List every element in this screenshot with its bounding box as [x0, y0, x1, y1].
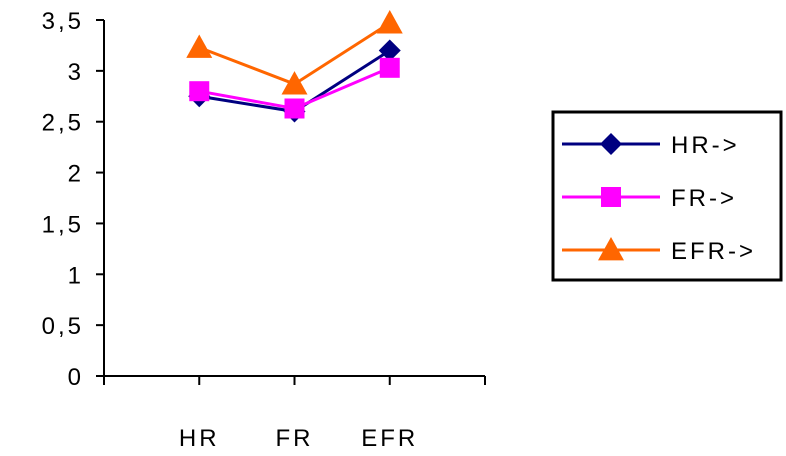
legend-label: FR-> [671, 185, 737, 212]
y-tick-label: 2,5 [42, 110, 84, 137]
y-axis-ticks: 0 0,5 1 1,5 2 2,5 3 3,5 [42, 8, 104, 391]
legend-label: HR-> [671, 132, 740, 159]
legend-label: EFR-> [671, 238, 756, 265]
data-point [379, 57, 400, 78]
legend: HR-> FR-> EFR-> [551, 110, 783, 282]
y-tick-label: 1 [68, 262, 84, 289]
legend-entry: HR-> [562, 132, 740, 159]
data-point [376, 10, 403, 34]
data-point [189, 81, 210, 102]
x-axis-ticks: HR FR EFR [103, 376, 486, 452]
legend-marker [601, 187, 621, 207]
y-tick-label: 3,5 [42, 8, 84, 35]
series-2 [186, 10, 403, 95]
y-tick-label: 1,5 [42, 211, 84, 238]
y-tick-label: 0,5 [42, 313, 84, 340]
legend-marker [598, 237, 624, 261]
y-tick-label: 0 [68, 364, 84, 391]
x-tick-label: HR [179, 425, 220, 452]
legend-entry: FR-> [562, 185, 737, 212]
y-tick-label: 2 [68, 161, 84, 188]
legend-marker [600, 133, 622, 155]
data-point [284, 98, 305, 119]
series-1 [189, 57, 400, 119]
data-point [281, 71, 308, 95]
x-tick-label: EFR [361, 425, 418, 452]
data-point [186, 34, 213, 58]
x-tick-label: FR [276, 425, 314, 452]
legend-entry: EFR-> [562, 237, 756, 265]
series-layer [186, 10, 403, 123]
y-tick-label: 3 [68, 59, 84, 86]
data-point [378, 39, 401, 62]
